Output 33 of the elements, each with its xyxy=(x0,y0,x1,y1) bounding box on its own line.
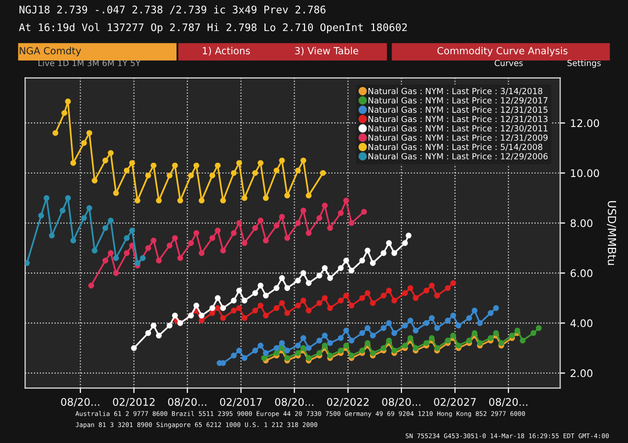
legend-label: Natural Gas : NYM : Last Price : 12/30/2011 xyxy=(368,124,548,132)
text: 3) View Table xyxy=(295,46,358,56)
legend-label: Natural Gas : NYM : Last Price : 12/31/2015 xyxy=(368,106,548,114)
legend-label: Natural Gas : NYM : Last Price : 5/14/2008 xyxy=(368,144,542,151)
x-tick-label: 08/20... xyxy=(275,398,314,407)
text: NGJ18 2.739 -.047 2.738 /2.739 ic 3x49 Prev 2.786 xyxy=(20,5,326,14)
x-tick-label: 02/2012 xyxy=(112,398,155,407)
legend-label: Natural Gas : NYM : Last Price : 12/29/2017 xyxy=(368,97,548,104)
legend-label: Natural Gas : NYM : Last Price : 3/14/2018 xyxy=(368,88,542,95)
x-tick-label: 08/20... xyxy=(382,398,420,407)
x-tick-label: 02/2027 xyxy=(434,398,476,407)
text: Curves xyxy=(494,60,523,66)
x-tick-label: 08/20... xyxy=(489,398,528,407)
y-tick-label: 2.00 xyxy=(570,369,592,378)
x-tick-label: 08/20... xyxy=(168,398,206,407)
x-tick-label: 02/2017 xyxy=(220,398,262,407)
text: Commodity Curve Analysis xyxy=(437,46,568,56)
text: Settings xyxy=(568,60,601,68)
x-tick-label: 02/2022 xyxy=(327,398,369,407)
legend-label: Natural Gas : NYM : Last Price : 12/31/2013 xyxy=(368,116,548,123)
legend-label: Natural Gas : NYM : Last Price : 12/29/2006 xyxy=(368,152,548,160)
text: At 16:19d Vol 137277 Op 2.787 Hi 2.798 Lo 2.710 OpenInt 180602 xyxy=(19,23,407,34)
y-tick-label: 12.00 xyxy=(571,119,600,128)
x-tick-label: 08/20... xyxy=(61,398,100,407)
y-tick-label: 4.00 xyxy=(570,319,592,328)
y-axis-title: USD/MMBtu xyxy=(606,201,616,265)
y-tick-label: 6.00 xyxy=(570,269,592,278)
y-tick-label: 8.00 xyxy=(570,219,592,228)
y-tick-label: 10.00 xyxy=(571,169,600,178)
legend-label: Natural Gas : NYM : Last Price : 12/31/2009 xyxy=(368,134,548,142)
text: 1) Actions xyxy=(202,46,250,56)
text: Live 1D 1M 3M 6M 1Y 5Y xyxy=(38,60,141,66)
text: NGA Comdty xyxy=(20,46,82,56)
